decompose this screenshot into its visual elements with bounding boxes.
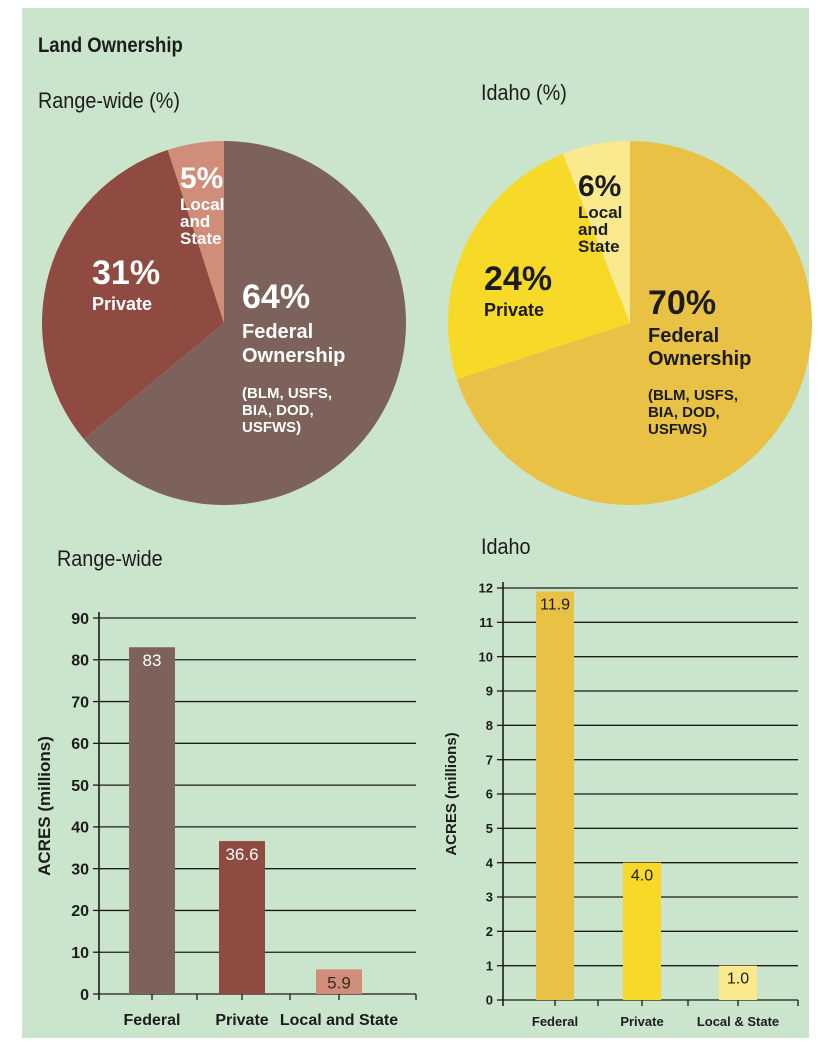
y-tick-label: 0 [80, 987, 89, 1004]
y-tick-label: 30 [71, 861, 89, 878]
x-category-label: Federal [532, 1014, 578, 1029]
pie-category-label: and [180, 212, 210, 231]
y-tick-label: 20 [71, 903, 89, 920]
bar-federal [536, 591, 574, 1000]
bar-private [219, 841, 265, 994]
page-title: Land Ownership [38, 34, 183, 57]
y-axis-label: ACRES (millions) [35, 736, 54, 876]
y-tick-label: 2 [486, 924, 493, 939]
bar-federal [129, 647, 175, 994]
y-tick-label: 1 [486, 958, 493, 973]
pie-category-label: and [578, 220, 608, 239]
y-tick-label: 3 [486, 890, 493, 905]
bar-idaho-title: Idaho [481, 534, 531, 559]
pie-percent-label: 31% [92, 254, 160, 292]
y-tick-label: 8 [486, 718, 493, 733]
pie-slice-federal-ownership [83, 141, 406, 506]
y-tick-label: 10 [71, 945, 89, 962]
bar-value-label: 36.6 [225, 845, 258, 864]
pie-note-label: BIA, DOD, [648, 404, 720, 421]
pie-category-label: Federal [648, 325, 719, 347]
y-tick-label: 9 [486, 684, 493, 699]
y-tick-label: 10 [479, 649, 493, 664]
pie-slice-local-and-state [167, 141, 224, 323]
pie-slice-federal-ownership [456, 141, 812, 505]
bar-value-label: 5.9 [327, 973, 351, 992]
y-tick-label: 70 [71, 694, 89, 711]
bar-chart-rangewide: 0 10 20 30 40 50 60 70 80 90 ACRES (millions) 83 Fed… [35, 611, 417, 1029]
x-category-label: Private [215, 1012, 268, 1029]
bar-value-label: 11.9 [540, 596, 570, 613]
pie-note-label: (BLM, USFS, [648, 387, 738, 404]
pie-category-label: Private [484, 300, 544, 320]
bar-value-label: 1.0 [727, 971, 749, 988]
pie-percent-label: 70% [648, 284, 716, 322]
bar-local-state [719, 965, 757, 1000]
y-tick-label: 5 [486, 821, 493, 836]
y-tick-label: 50 [71, 778, 89, 795]
pie-slice-local-and-state [563, 141, 630, 323]
y-tick-label: 40 [71, 820, 89, 837]
y-tick-label: 7 [486, 752, 493, 767]
pie-percent-label: 6% [578, 170, 621, 203]
x-category-label: Federal [124, 1012, 181, 1029]
bar-value-label: 4.0 [631, 868, 653, 885]
y-tick-label: 12 [479, 581, 493, 596]
pie-label-private: 31%Private [92, 254, 160, 314]
land-ownership-panel: Land Ownership Range-wide (%) Idaho (%) … [22, 8, 812, 1038]
pie-category-label: Local [578, 203, 622, 222]
bar-value-label: 83 [143, 651, 162, 670]
pie-note-label: (BLM, USFS, [242, 385, 332, 402]
pie-idaho-title: Idaho (%) [481, 80, 567, 105]
pie-category-label: Federal [242, 321, 313, 343]
pie-rangewide-title: Range-wide (%) [38, 88, 180, 113]
pie-category-label: State [578, 237, 620, 256]
x-category-label: Local & State [697, 1014, 779, 1029]
y-tick-label: 80 [71, 653, 89, 670]
pie-percent-label: 64% [242, 278, 310, 316]
bar-private [623, 862, 661, 1000]
y-tick-label: 0 [486, 993, 493, 1008]
y-tick-label: 60 [71, 736, 89, 753]
y-tick-label: 4 [486, 855, 494, 870]
y-tick-label: 6 [486, 787, 493, 802]
y-tick-label: 11 [479, 615, 493, 630]
pie-note-label: USFWS) [242, 419, 301, 436]
y-axis-label: ACRES (millions) [443, 732, 460, 855]
pie-category-label: State [180, 229, 222, 248]
x-category-label: Local and State [280, 1012, 398, 1029]
pie-category-label: Private [92, 294, 152, 314]
pie-label-private: 24%Private [484, 260, 552, 320]
pie-note-label: USFWS) [648, 421, 707, 438]
y-tick-label: 90 [71, 611, 89, 628]
pie-category-label: Ownership [242, 345, 345, 367]
pie-category-label: Local [180, 195, 224, 214]
pie-percent-label: 5% [180, 162, 223, 195]
x-category-label: Private [620, 1014, 663, 1029]
pie-note-label: BIA, DOD, [242, 402, 314, 419]
bar-rangewide-title: Range-wide [57, 546, 163, 571]
bar-local-and-state [316, 969, 362, 994]
pie-category-label: Ownership [648, 348, 751, 370]
pie-slice-private [41, 149, 224, 440]
pie-percent-label: 24% [484, 260, 552, 298]
pie-slice-private [448, 153, 630, 380]
